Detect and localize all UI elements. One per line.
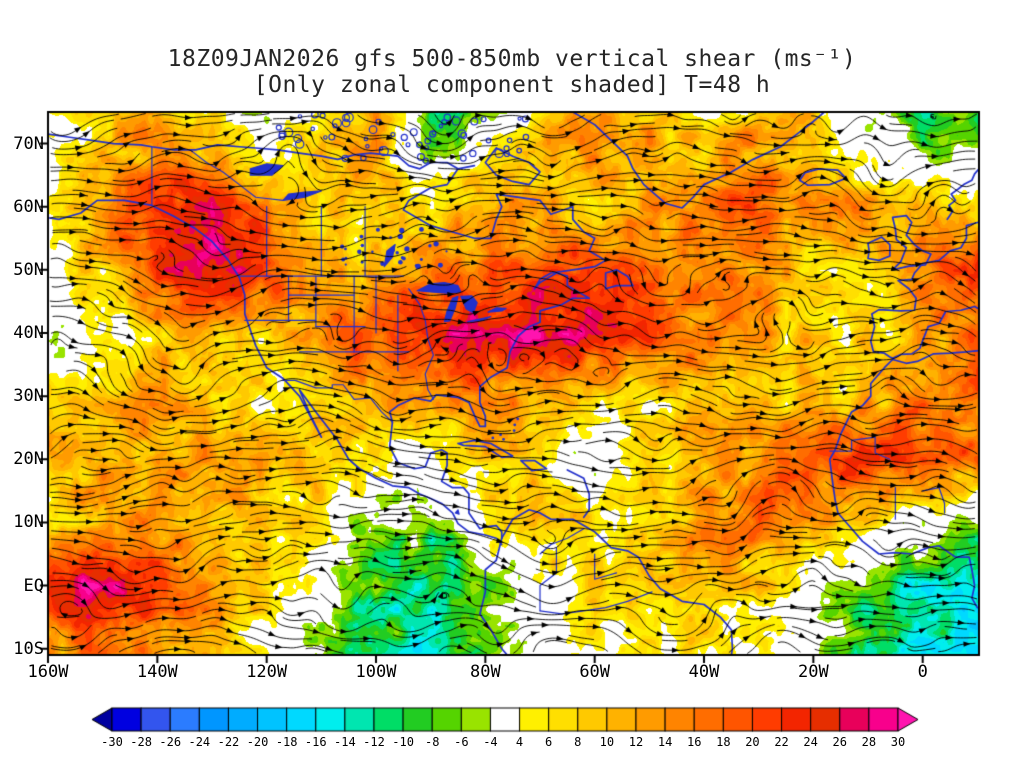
chart-title: 18Z09JAN2026 gfs 500-850mb vertical shea… (167, 46, 857, 72)
x-tick-label: 40W (688, 662, 720, 682)
colorbar-tick-label: 28 (861, 735, 877, 749)
x-tick-label: 0 (917, 662, 928, 682)
colorbar-tick-label: 8 (574, 735, 582, 749)
x-tick-label: 140W (136, 662, 178, 682)
colorbar-tick-label: -10 (392, 735, 414, 749)
colorbar-tick-label: 12 (628, 735, 644, 749)
colorbar-tick-label: 4 (515, 735, 524, 749)
colorbar-tick-label: -20 (246, 735, 269, 749)
x-tick-label: 20W (797, 662, 829, 682)
colorbar-tick-label: 6 (545, 735, 553, 749)
y-tick-label: 10N (13, 512, 44, 533)
colorbar-tick-label: 30 (890, 735, 906, 749)
x-tick-label: 120W (246, 662, 288, 682)
x-tick-label: 60W (579, 662, 611, 682)
colorbar-tick-label: -14 (334, 735, 356, 749)
colorbar-tick-label: 10 (599, 735, 615, 749)
y-tick-label: EQ (23, 575, 44, 596)
colorbar-tick-label: -6 (454, 735, 469, 749)
x-tick-label: 160W (27, 662, 69, 682)
chart-subtitle: [Only zonal component shaded] T=48 h (253, 72, 771, 98)
colorbar-tick-label: 14 (657, 735, 673, 749)
colorbar-tick-label: -12 (363, 735, 385, 749)
colorbar-tick-label: -30 (101, 735, 123, 749)
colorbar-tick-label: 24 (803, 735, 818, 749)
x-tick-label: 80W (469, 662, 501, 682)
colorbar-tick-label: -4 (483, 735, 498, 749)
colorbar-tick-label: -28 (130, 735, 152, 749)
colorbar-tick-label: 20 (745, 735, 760, 749)
colorbar-tick-label: 22 (774, 735, 789, 749)
y-tick-label: 60N (13, 196, 44, 217)
y-tick-label: 10S (13, 638, 44, 659)
colorbar-tick-label: -8 (424, 735, 440, 749)
x-tick-label: 100W (355, 662, 397, 682)
y-tick-label: 70N (13, 133, 44, 154)
colorbar-tick-label: -26 (159, 735, 182, 749)
colorbar-tick-label: 18 (716, 735, 731, 749)
y-tick-label: 50N (13, 259, 44, 280)
y-tick-label: 30N (13, 386, 44, 407)
y-tick-label: 20N (13, 449, 44, 470)
colorbar-tick-label: 26 (832, 735, 847, 749)
y-tick-label: 40N (13, 322, 44, 343)
colorbar-tick-label: -24 (188, 735, 211, 749)
colorbar-tick-label: -16 (304, 735, 327, 749)
colorbar-tick-label: 16 (686, 735, 702, 749)
colorbar-tick-label: -22 (217, 735, 240, 749)
colorbar-tick-label: -18 (275, 735, 298, 749)
